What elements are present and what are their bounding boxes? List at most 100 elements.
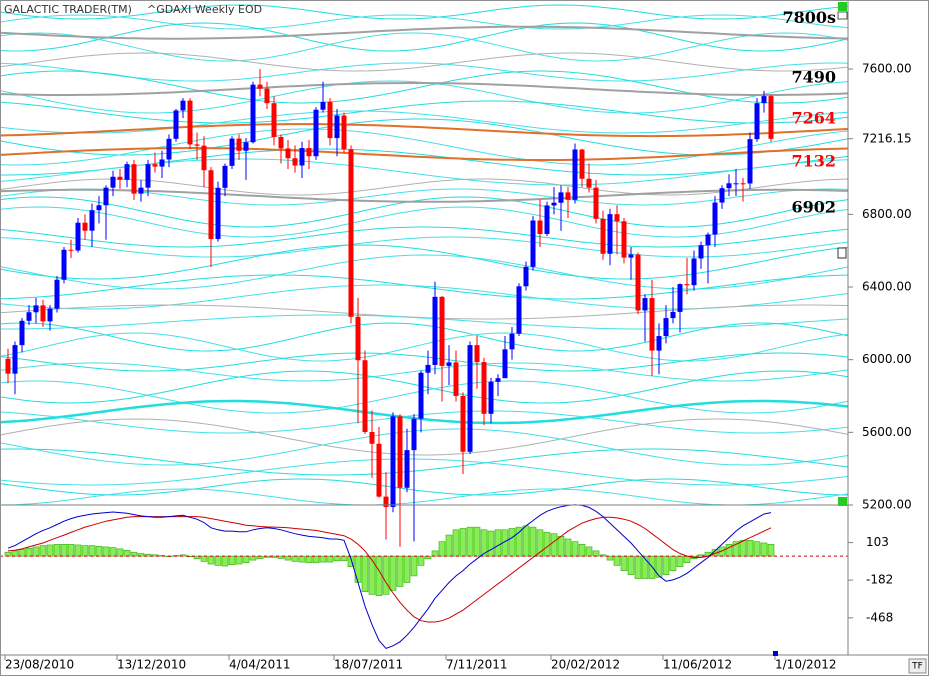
cycle-wave bbox=[0, 352, 849, 372]
candle-body bbox=[159, 159, 165, 167]
cycle-wave bbox=[0, 62, 849, 82]
cycle-wave bbox=[0, 448, 849, 476]
candle-body bbox=[117, 176, 123, 180]
cycle-wave bbox=[0, 488, 849, 506]
histogram-bar bbox=[417, 555, 425, 566]
histogram-bar bbox=[32, 546, 40, 557]
candle-body bbox=[285, 148, 291, 159]
candle-body bbox=[516, 286, 522, 334]
candle-body bbox=[306, 148, 312, 157]
tf-button[interactable] bbox=[908, 658, 927, 674]
candle-body bbox=[299, 148, 305, 166]
histogram-bar bbox=[739, 540, 747, 557]
histogram-bar bbox=[382, 555, 390, 595]
histogram-bar bbox=[298, 555, 306, 563]
histogram-bar bbox=[11, 550, 19, 557]
x-tick-label: 20/02/2012 bbox=[551, 658, 620, 672]
histogram-bar bbox=[193, 555, 201, 560]
candle-body bbox=[726, 183, 732, 189]
candle-body bbox=[411, 418, 417, 451]
candle-body bbox=[145, 164, 151, 188]
histogram-bar bbox=[557, 536, 565, 557]
histogram-bar bbox=[242, 555, 250, 564]
cycle-wave bbox=[0, 14, 849, 30]
y-tick-label: 5600.00 bbox=[862, 425, 912, 439]
tf-button-label[interactable]: TF bbox=[911, 662, 923, 672]
candle-body bbox=[250, 84, 256, 143]
window-icon[interactable] bbox=[837, 11, 848, 20]
candle-body bbox=[292, 158, 298, 166]
candle-body bbox=[348, 149, 354, 317]
signal-line bbox=[7, 516, 772, 623]
candle-body bbox=[586, 178, 592, 188]
candle-body bbox=[131, 164, 137, 194]
histogram-bar bbox=[571, 541, 579, 557]
candle-body bbox=[635, 254, 641, 311]
histogram-bar bbox=[494, 529, 502, 557]
scroll-icon[interactable] bbox=[837, 247, 847, 259]
candle-body bbox=[656, 336, 662, 351]
histogram-bar bbox=[39, 545, 47, 557]
level-line bbox=[0, 123, 849, 138]
corner-marker[interactable] bbox=[838, 2, 847, 11]
candle-body bbox=[376, 443, 382, 497]
corner-marker[interactable] bbox=[838, 497, 847, 506]
x-tick-label: 7/11/2011 bbox=[446, 658, 508, 672]
candle-body bbox=[236, 138, 242, 151]
candle-body bbox=[173, 110, 179, 139]
histogram-bar bbox=[361, 555, 369, 593]
candle-body bbox=[40, 305, 46, 322]
histogram-bar bbox=[760, 542, 768, 557]
x-tick-label: 23/08/2010 bbox=[5, 658, 74, 672]
y-tick-label: 7600.00 bbox=[862, 62, 912, 76]
histogram-bar bbox=[578, 543, 586, 557]
cycle-wave bbox=[0, 70, 849, 104]
histogram-bar bbox=[683, 555, 691, 564]
cycle-wave bbox=[0, 196, 849, 228]
x-tick-label: 18/07/2011 bbox=[334, 658, 403, 672]
histogram-bar bbox=[235, 555, 243, 565]
histogram-bar bbox=[249, 555, 257, 561]
y-tick-label: 6800.00 bbox=[862, 207, 912, 221]
candle-body bbox=[369, 431, 375, 444]
level-label: 7490 bbox=[791, 68, 836, 87]
histogram-bar bbox=[67, 543, 75, 557]
cycle-wave bbox=[0, 428, 849, 466]
cycle-wave bbox=[0, 380, 849, 414]
candle-body bbox=[551, 202, 557, 206]
candle-body bbox=[761, 96, 767, 104]
histogram-bar bbox=[522, 525, 530, 557]
candle-body bbox=[215, 187, 221, 240]
level-label: 7132 bbox=[791, 152, 836, 171]
histogram-bar bbox=[445, 534, 453, 557]
candle-body bbox=[439, 296, 445, 366]
histogram-bar bbox=[606, 555, 614, 561]
histogram-bar bbox=[480, 529, 488, 557]
histogram-bar bbox=[221, 555, 229, 567]
histogram-bar bbox=[200, 555, 208, 562]
histogram-bar bbox=[123, 549, 131, 557]
x-tick-label: 13/12/2010 bbox=[117, 658, 186, 672]
histogram-bar bbox=[431, 550, 439, 557]
candle-body bbox=[194, 144, 200, 146]
histogram-bar bbox=[746, 540, 754, 557]
candle-body bbox=[257, 84, 263, 89]
histogram-bar bbox=[95, 545, 103, 557]
histogram-bar bbox=[88, 545, 96, 557]
cycle-wave bbox=[0, 52, 849, 72]
app-title: GALACTIC TRADER(TM) bbox=[4, 3, 132, 16]
candle-body bbox=[362, 360, 368, 432]
candle-body bbox=[243, 142, 249, 151]
histogram-bar bbox=[130, 551, 138, 557]
histogram-bar bbox=[312, 555, 320, 564]
candle-body bbox=[642, 298, 648, 311]
candle-body bbox=[572, 149, 578, 200]
y-tick-label: 5200.00 bbox=[862, 498, 912, 512]
histogram-bar bbox=[438, 541, 446, 557]
cycle-wave bbox=[0, 314, 849, 330]
candle-body bbox=[124, 164, 130, 180]
candle-body bbox=[383, 496, 389, 507]
histogram-bar bbox=[214, 555, 222, 566]
cycle-wave bbox=[0, 236, 849, 258]
candle-body bbox=[68, 249, 74, 251]
